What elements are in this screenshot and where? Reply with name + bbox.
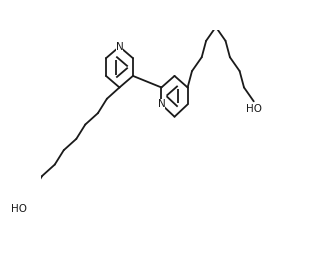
Text: N: N [116, 42, 123, 52]
Text: N: N [157, 99, 165, 109]
Text: HO: HO [11, 204, 27, 214]
Text: HO: HO [246, 104, 262, 114]
